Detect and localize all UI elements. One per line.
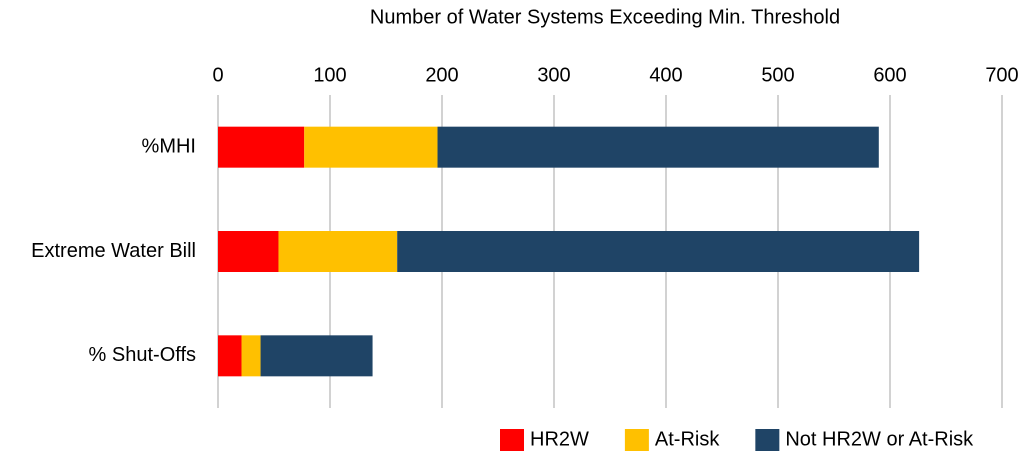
- legend-label: At-Risk: [655, 428, 720, 450]
- x-tick-label: 400: [649, 64, 682, 86]
- x-tick-label: 100: [313, 64, 346, 86]
- bar-segment: [218, 231, 279, 272]
- x-tick-label: 500: [761, 64, 794, 86]
- x-tick-label: 200: [425, 64, 458, 86]
- bar-segment: [218, 126, 305, 168]
- y-tick-label: %MHI: [142, 135, 196, 157]
- y-tick-label: Extreme Water Bill: [31, 240, 196, 262]
- x-tick-label: 300: [537, 64, 570, 86]
- bar-segment: [260, 335, 373, 377]
- legend-swatch: [624, 429, 649, 451]
- legend-swatch: [755, 429, 780, 451]
- bar-segment: [278, 231, 398, 272]
- x-tick-label: 0: [212, 64, 223, 86]
- bar-segment: [437, 126, 879, 168]
- y-tick-label: % Shut-Offs: [89, 344, 196, 366]
- axis-title: Number of Water Systems Exceeding Min. T…: [370, 6, 840, 28]
- legend-label: HR2W: [530, 428, 589, 450]
- bar-segment: [304, 126, 438, 168]
- bar-segment: [241, 335, 261, 377]
- x-tick-label: 700: [985, 64, 1018, 86]
- x-tick-label: 600: [873, 64, 906, 86]
- legend-swatch: [500, 429, 524, 451]
- bar-segment: [218, 335, 242, 377]
- legend-label: Not HR2W or At-Risk: [785, 428, 974, 450]
- bar-segment: [397, 231, 920, 272]
